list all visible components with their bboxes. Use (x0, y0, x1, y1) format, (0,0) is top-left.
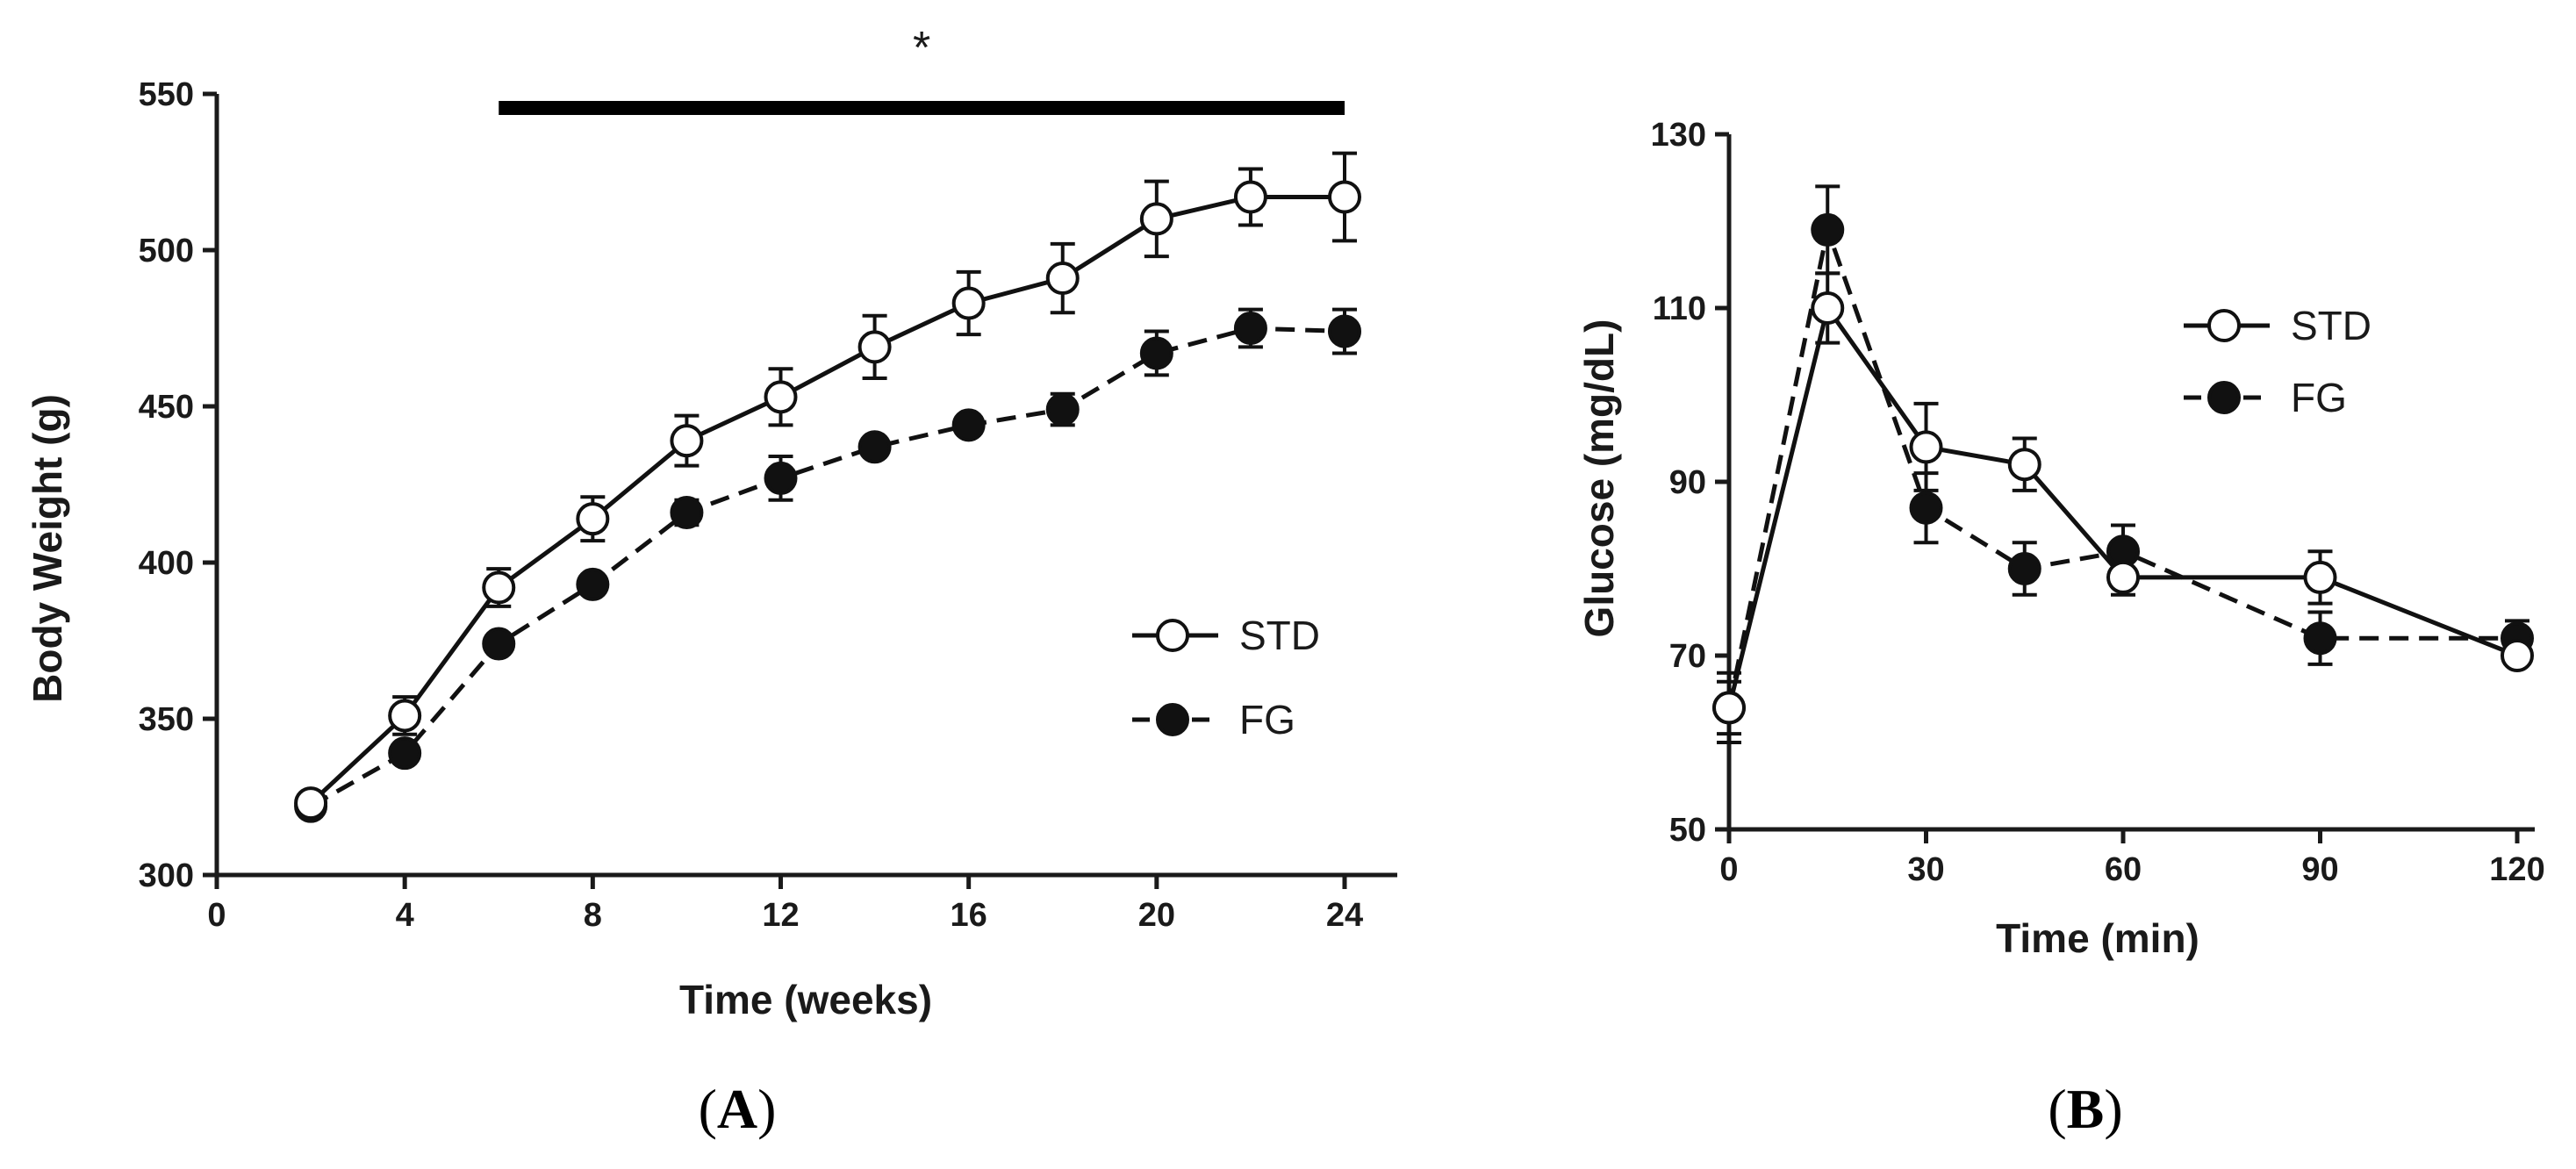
panel-a-std-point (576, 502, 610, 536)
panel-b-label: (B) (2048, 1078, 2122, 1140)
panel-a-std-point (388, 699, 422, 733)
panel-b-x-tick-label: 90 (2301, 851, 2338, 888)
panel-b-std-point (1712, 691, 1746, 725)
panel-a-std-point (482, 570, 516, 605)
panel-b-legend-fg-label: FG (2291, 375, 2347, 420)
panel-a-fg-point (388, 736, 422, 771)
panel-a-series (294, 151, 1361, 823)
panel-b-axes: 50 70 90 110 130 0 30 60 90 120 (1651, 117, 2545, 888)
panel-b-legend-fg-marker (2207, 381, 2241, 414)
panel-a-significance: * (499, 23, 1345, 115)
panel-a-series-std (298, 151, 1357, 812)
panel-a-std-point (1328, 180, 1361, 214)
panel-b-markers-fg (1712, 212, 2534, 725)
panel-a-std-point (1233, 180, 1267, 214)
panel-b-label-letter: B (2067, 1078, 2105, 1140)
panel-a-std-point (764, 380, 798, 414)
panel-b-y-tick-label: 130 (1651, 117, 1706, 154)
panel-a-axes: 300 350 400 450 500 550 0 4 8 12 16 20 24 (139, 76, 1397, 934)
panel-b-std-line (1726, 305, 2518, 708)
panel-b-series-std (1717, 271, 2529, 736)
panel-b-fg-point (2303, 621, 2337, 656)
panel-a-x-tick-label: 12 (762, 897, 799, 934)
panel-a-series-fg (298, 307, 1357, 814)
panel-a-std-point (1045, 262, 1080, 296)
panel-b-std-point (2007, 448, 2041, 482)
panel-a-markers-fg (294, 312, 1361, 823)
panel-b-std-point (2501, 639, 2534, 672)
panel-a-x-tick-label: 4 (396, 897, 414, 934)
panel-a-y-tick-label: 400 (139, 545, 194, 582)
panel-a-std-point (857, 330, 892, 364)
panel-a-legend-fg-marker (1156, 703, 1189, 736)
panel-a-fg-point (576, 567, 610, 601)
panel-a-markers-std (294, 180, 1361, 821)
panel-a-std-line (309, 194, 1345, 805)
panel-a-significance-marker: * (913, 23, 930, 74)
panel-a-y-tick-label: 450 (139, 389, 194, 426)
panel-b-std-point (1909, 430, 1943, 464)
panel-a-fg-point (1045, 392, 1080, 427)
panel-b-series-fg (1717, 184, 2529, 744)
panel-a-fg-point (1139, 336, 1173, 370)
panel-b-legend: STD FG (2184, 303, 2371, 420)
panel-a-label: (A) (699, 1078, 777, 1140)
panel-a-std-point (951, 286, 986, 320)
panel-a-fg-point (1328, 314, 1361, 348)
panel-a-legend-std-label: STD (1239, 613, 1320, 658)
panel-b-x-tick-label: 0 (1719, 851, 1738, 888)
panel-b-fg-point (2007, 552, 2041, 585)
panel-a-legend-std-marker (1156, 619, 1189, 652)
panel-b-fg-point (1909, 491, 1943, 525)
panel-a-legend: STD FG (1132, 613, 1320, 742)
panel-a-y-tick-label: 500 (139, 233, 194, 269)
panel-b-fg-point (1811, 212, 1845, 247)
panel-a-x-axis-title: Time (weeks) (679, 977, 932, 1022)
panel-a-y-tick-label: 550 (139, 76, 194, 113)
panel-a-chart: 300 350 400 450 500 550 0 4 8 12 16 20 24 * STD FG Ti… (25, 23, 1397, 1140)
panel-a-fg-point (482, 627, 516, 661)
panel-a-x-tick-label: 16 (951, 897, 987, 934)
panel-a-legend-fg-label: FG (1239, 697, 1295, 742)
panel-b-y-axis-title: Glucose (mg/dL) (1576, 319, 1622, 638)
panel-a-std-point (670, 424, 704, 458)
panel-a-y-tick-label: 350 (139, 701, 194, 738)
panel-b-markers-std (1712, 291, 2534, 725)
panel-a-fg-point (670, 496, 704, 530)
panel-b-x-axis-title: Time (min) (1996, 915, 2199, 961)
panel-b-series (1712, 184, 2534, 744)
panel-a-fg-point (857, 430, 892, 464)
panel-b-y-tick-label: 50 (1669, 812, 1706, 849)
panel-b-y-tick-label: 110 (1653, 290, 1706, 327)
panel-b-x-tick-label: 30 (1907, 851, 1944, 888)
panel-a-label-letter: A (717, 1078, 757, 1140)
panel-a-x-tick-label: 20 (1138, 897, 1175, 934)
panel-b-legend-std-marker (2207, 309, 2241, 342)
panel-b-legend-std-label: STD (2291, 303, 2371, 348)
panel-a-x-tick-label: 0 (207, 897, 226, 934)
panel-b-x-tick-label: 60 (2105, 851, 2142, 888)
panel-b-x-tick-label: 120 (2489, 851, 2544, 888)
panel-a-x-tick-label: 24 (1326, 897, 1363, 934)
panel-b-std-point (2303, 560, 2337, 594)
panel-a-y-tick-label: 300 (139, 857, 194, 894)
panel-a-fg-point (764, 461, 798, 495)
panel-b-y-tick-label: 70 (1669, 638, 1706, 675)
panel-a-fg-point (1233, 312, 1267, 345)
panel-a-fg-line (309, 326, 1345, 808)
panel-b-std-point (1811, 291, 1845, 325)
panel-a-std-point (1139, 202, 1173, 236)
panel-b-y-tick-label: 90 (1669, 464, 1706, 501)
panel-a-std-point (294, 786, 328, 821)
panel-a-y-axis-title: Body Weight (g) (25, 394, 70, 703)
panel-a-x-tick-label: 8 (584, 897, 602, 934)
panel-b-fg-line (1726, 227, 2517, 708)
panel-b-std-point (2106, 560, 2140, 594)
panel-a-fg-point (951, 408, 986, 442)
